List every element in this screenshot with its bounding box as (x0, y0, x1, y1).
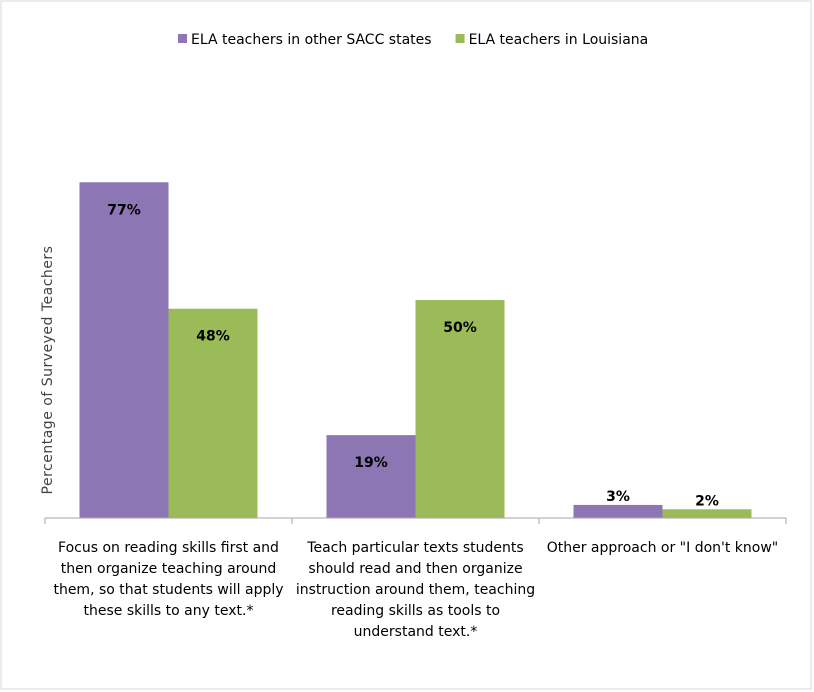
data-label: 3% (606, 489, 630, 505)
y-axis-label: Percentage of Surveyed Teachers (40, 246, 56, 495)
data-label: 77% (107, 202, 141, 218)
bar (415, 300, 505, 518)
x-tick-label: Teach particular texts students should r… (295, 540, 536, 640)
bar (573, 504, 663, 518)
bar (662, 509, 752, 518)
legend-label: ELA teachers in other SACC states (191, 32, 432, 48)
data-label: 2% (695, 493, 719, 509)
legend-swatch (455, 34, 465, 43)
x-tick-label: Focus on reading skills first and then o… (53, 540, 284, 619)
data-label: 19% (354, 455, 388, 471)
x-tick-label: Other approach or "I don't know" (546, 540, 779, 556)
bar (326, 435, 416, 518)
bar (79, 182, 169, 518)
data-label: 50% (443, 320, 477, 336)
legend-label: ELA teachers in Louisiana (469, 32, 649, 48)
legend-swatch (178, 34, 187, 43)
bar (168, 308, 258, 518)
data-label: 48% (196, 329, 230, 345)
